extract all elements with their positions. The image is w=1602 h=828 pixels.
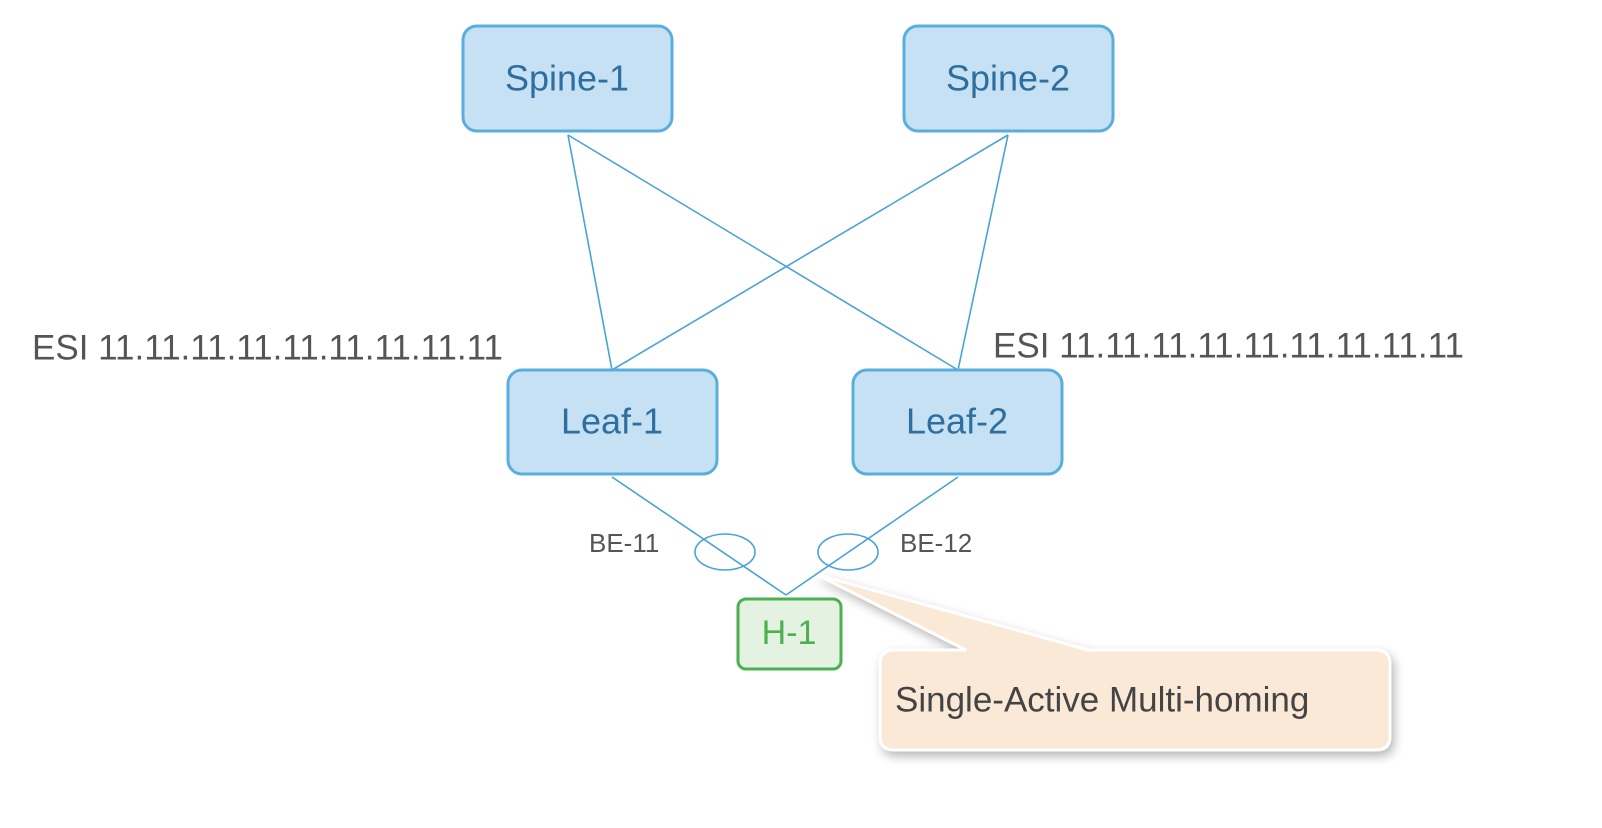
bundle-be11-label: BE-11 [589, 528, 659, 558]
node-spine-2[interactable]: Spine-2 [902, 24, 1115, 133]
node-leaf-1[interactable]: Leaf-1 [506, 368, 719, 476]
bundle-be11-ellipse [694, 533, 756, 571]
link-spine2-leaf1 [611, 134, 1009, 371]
esi-label-leaf2: ESI 11.11.11.11.11.11.11.11.11 [993, 327, 1464, 366]
node-host[interactable]: H-1 [736, 597, 843, 671]
node-host-label: H-1 [762, 614, 817, 652]
node-spine-2-label: Spine-2 [946, 58, 1070, 99]
link-spine1-leaf2 [567, 134, 959, 371]
callout-text: Single-Active Multi-homing [895, 681, 1309, 720]
node-leaf-2-label: Leaf-2 [906, 401, 1008, 442]
bundle-be12-ellipse [817, 533, 879, 571]
esi-label-leaf1: ESI 11.11.11.11.11.11.11.11.11 [32, 329, 503, 368]
link-spine1-leaf1 [567, 134, 613, 371]
node-spine-1[interactable]: Spine-1 [461, 24, 674, 133]
bundle-be12-label: BE-12 [900, 528, 972, 558]
node-leaf-2[interactable]: Leaf-2 [851, 368, 1064, 476]
link-leaf2-host [785, 476, 959, 596]
callout-bubble [817, 573, 1392, 752]
node-leaf-1-label: Leaf-1 [561, 401, 663, 442]
link-spine2-leaf2 [957, 134, 1009, 371]
node-spine-1-label: Spine-1 [505, 58, 629, 99]
link-leaf1-host [611, 476, 787, 596]
callout-single-active [817, 573, 1392, 752]
